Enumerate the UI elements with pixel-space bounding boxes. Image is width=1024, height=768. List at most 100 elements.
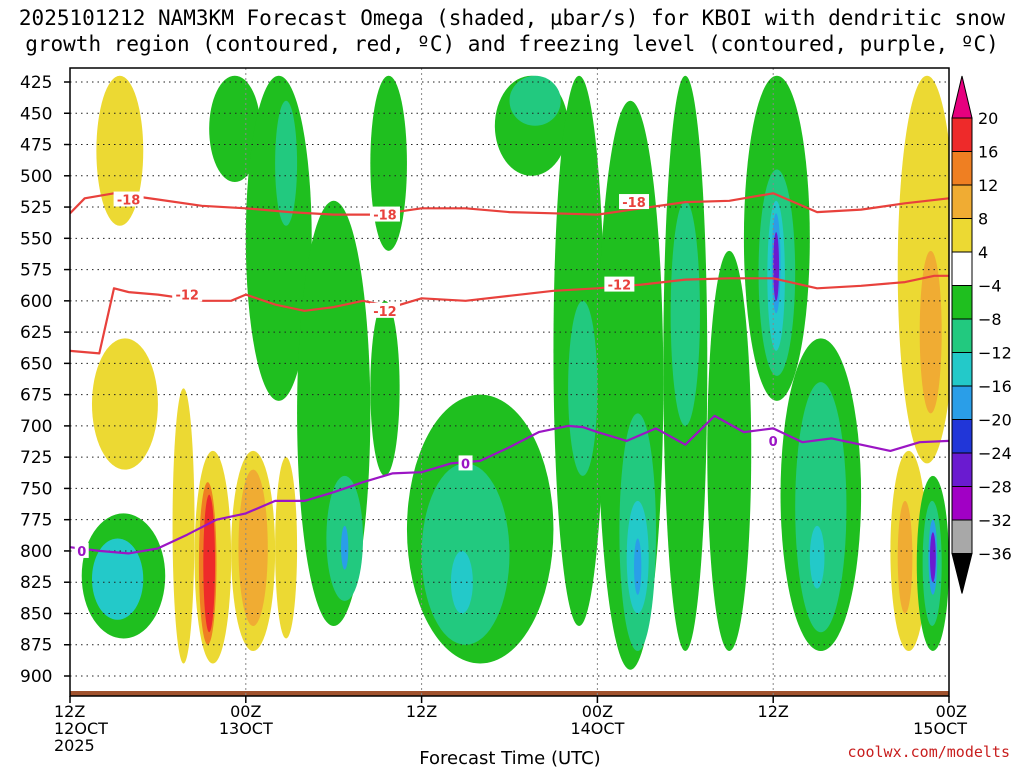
contour-labels: -18 -18 -18 -12 -12 -12 0 0 0: [74, 191, 781, 560]
omega-cell-42: [919, 250, 942, 414]
colorbar-label-9: −20: [978, 411, 1012, 430]
y-tick-label-17: 850: [20, 604, 52, 624]
contour-label-bg-2-1: [458, 455, 473, 471]
colorbar-label-2: 12: [978, 176, 998, 195]
colorbar-label-12: −32: [978, 511, 1012, 530]
omega-cell-16: [341, 525, 349, 570]
colorbar-segment-5: [951, 251, 973, 286]
colorbar-segment-1: [951, 117, 973, 152]
grid-lines: [69, 68, 950, 696]
colorbar-label-5: −4: [978, 277, 1002, 296]
contour-label-bg-1-1: [369, 302, 400, 318]
omega-cell-44: [897, 500, 913, 614]
contour-label-1-1: -12: [373, 305, 397, 320]
colorbar-segment-13: [951, 519, 973, 554]
x-tick-label-3-0: 00Z: [582, 702, 613, 721]
contour-label-2-2: 0: [769, 435, 778, 450]
omega-cell-17: [370, 75, 407, 251]
chart-title-line1: 2025101212 NAM3KM Forecast Omega (shaded…: [19, 6, 1006, 30]
x-tick-label-5-1: 15OCT: [913, 719, 967, 738]
contour-label-2-1: 0: [461, 457, 470, 472]
y-tick-label-16: 825: [20, 573, 52, 593]
contour-line-0: [70, 192, 949, 216]
colorbar-label-8: −16: [978, 377, 1012, 396]
ground-fill: [70, 691, 949, 696]
contour-label-2-0: 0: [77, 545, 86, 560]
y-tick-label-15: 800: [20, 542, 52, 562]
x-tick-label-3-1: 14OCT: [570, 719, 624, 738]
omega-cell-9: [238, 469, 268, 626]
contour-label-bg-1-0: [172, 286, 203, 302]
x-tick-label-2-0: 12Z: [406, 702, 437, 721]
contour-label-0-0: -18: [117, 194, 141, 209]
credit-text: coolwx.com/modelts: [847, 743, 1010, 761]
colorbar-label-1: 16: [978, 143, 998, 162]
contour-label-0-1: -18: [373, 209, 397, 224]
y-tick-label-4: 525: [20, 198, 52, 218]
x-tick-label-0-0: 12Z: [54, 702, 85, 721]
y-tick-label-13: 750: [20, 479, 52, 499]
omega-cell-39: [795, 382, 847, 633]
y-tick-label-18: 875: [20, 636, 52, 656]
colorbar-segment-7: [951, 318, 973, 353]
colorbar-segment-4: [951, 218, 973, 253]
y-tick-label-7: 600: [20, 292, 52, 312]
omega-cell-7: [203, 494, 216, 633]
omega-shading: [81, 75, 949, 670]
y-tick-label-10: 675: [20, 386, 52, 406]
colorbar-segment-2: [951, 151, 973, 186]
colorbar-segment-12: [951, 486, 973, 521]
omega-cell-25: [568, 300, 598, 476]
omega-cell-18: [370, 300, 400, 476]
x-tick-label-1-0: 00Z: [230, 702, 261, 721]
omega-cell-48: [929, 532, 936, 583]
contour-label-bg-0-1: [369, 206, 400, 222]
x-tick-label-4-0: 12Z: [758, 702, 789, 721]
omega-cell-13: [275, 100, 298, 226]
y-tick-label-14: 775: [20, 511, 52, 531]
omega-cell-3: [91, 538, 144, 620]
contour-label-bg-2-0: [74, 542, 89, 558]
plot-frame: [69, 67, 950, 697]
y-tick-label-12: 725: [20, 448, 52, 468]
colorbar-bottom-triangle: [951, 553, 973, 594]
x-tick-label-0-2: 2025: [54, 736, 95, 755]
colorbar-label-13: −36: [978, 545, 1012, 564]
chart-title-line2: growth region (contoured, red, ºC) and f…: [25, 32, 999, 56]
omega-cell-37: [773, 232, 780, 301]
y-tick-label-1: 450: [20, 104, 52, 124]
contour-label-0-2: -18: [622, 196, 646, 211]
omega-cell-1: [91, 338, 158, 470]
y-axis-ticks: 425 450 475 500 525 550 575 600 625 650 675 700 725 7…: [20, 73, 70, 687]
colorbar-segment-9: [951, 385, 973, 420]
omega-cell-23: [509, 75, 561, 126]
y-tick-label-0: 425: [20, 73, 52, 93]
y-tick-label-6: 575: [20, 261, 52, 281]
colorbar-label-6: −8: [978, 310, 1002, 329]
omega-cell-10: [275, 457, 298, 639]
y-tick-label-11: 700: [20, 417, 52, 437]
omega-cell-32: [707, 250, 752, 651]
contour-label-1-2: -12: [608, 279, 632, 294]
colorbar-top-triangle: [951, 75, 973, 119]
x-tick-label-0-1: 12OCT: [54, 719, 108, 738]
x-tick-label-1-1: 13OCT: [219, 719, 273, 738]
y-tick-label-8: 625: [20, 323, 52, 343]
omega-cell-29: [634, 538, 642, 595]
y-tick-label-9: 650: [20, 354, 52, 374]
omega-cell-31: [670, 200, 700, 426]
colorbar: 20 16 12 8 4 −4 −8 −12 −16 −20 −24 −28 −32 −36: [951, 75, 1012, 594]
colorbar-label-3: 8: [978, 210, 988, 229]
omega-cell-11: [209, 75, 261, 183]
colorbar-label-4: 4: [978, 243, 988, 262]
x-tick-label-5-0: 00Z: [936, 702, 967, 721]
colorbar-segment-10: [951, 419, 973, 454]
colorbar-segment-3: [951, 184, 973, 219]
y-tick-label-5: 550: [20, 229, 52, 249]
colorbar-label-7: −12: [978, 344, 1012, 363]
contour-label-1-0: -12: [175, 289, 199, 304]
y-tick-label-3: 500: [20, 167, 52, 187]
x-axis-label: Forecast Time (UTC): [419, 748, 600, 768]
